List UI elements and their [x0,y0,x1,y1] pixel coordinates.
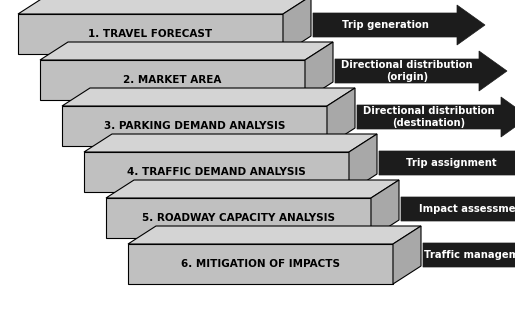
Polygon shape [379,143,515,183]
Polygon shape [283,0,311,54]
Text: Directional distribution
(origin): Directional distribution (origin) [341,60,473,82]
Polygon shape [18,14,283,54]
Polygon shape [371,180,399,238]
Polygon shape [393,226,421,284]
Text: 6. MITIGATION OF IMPACTS: 6. MITIGATION OF IMPACTS [181,259,340,269]
Polygon shape [40,42,333,60]
Text: Traffic management plan: Traffic management plan [424,250,515,260]
Polygon shape [84,134,377,152]
Polygon shape [335,51,507,91]
Polygon shape [106,198,371,238]
Polygon shape [423,235,515,275]
Polygon shape [349,134,377,192]
Polygon shape [357,97,515,137]
Text: Trip generation: Trip generation [341,20,428,30]
Polygon shape [62,106,327,146]
Polygon shape [40,60,305,100]
Polygon shape [18,0,311,14]
Text: Trip assignment: Trip assignment [406,158,496,168]
Polygon shape [84,152,349,192]
Polygon shape [128,244,393,284]
Text: 2. MARKET AREA: 2. MARKET AREA [123,75,221,85]
Polygon shape [313,5,485,45]
Text: Directional distribution
(destination): Directional distribution (destination) [363,106,495,128]
Polygon shape [305,42,333,100]
Text: Impact assessment: Impact assessment [419,204,515,214]
Text: 5. ROADWAY CAPACITY ANALYSIS: 5. ROADWAY CAPACITY ANALYSIS [142,213,335,223]
Polygon shape [401,189,515,229]
Text: 1. TRAVEL FORECAST: 1. TRAVEL FORECAST [89,29,213,39]
Polygon shape [128,226,421,244]
Text: 4. TRAFFIC DEMAND ANALYSIS: 4. TRAFFIC DEMAND ANALYSIS [127,167,306,177]
Polygon shape [106,180,399,198]
Text: 3. PARKING DEMAND ANALYSIS: 3. PARKING DEMAND ANALYSIS [104,121,285,131]
Polygon shape [327,88,355,146]
Polygon shape [62,88,355,106]
